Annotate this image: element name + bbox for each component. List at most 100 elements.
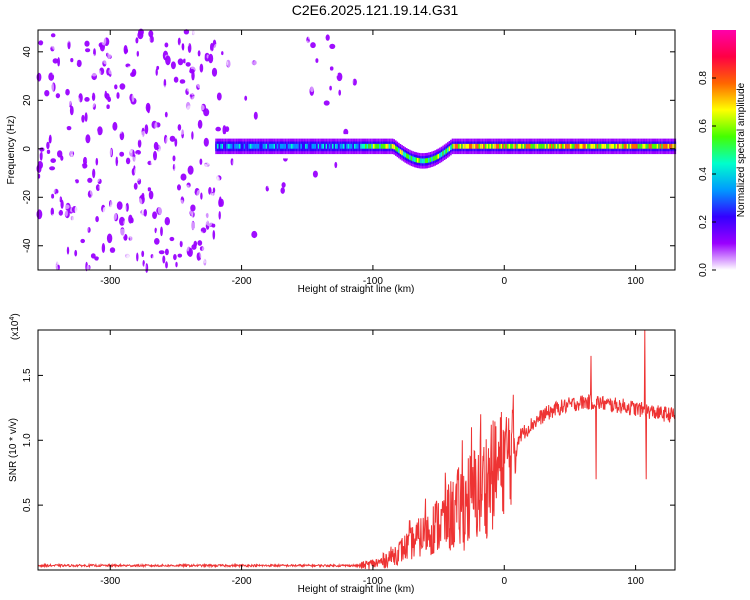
spectrogram-cell-623 (184, 52, 191, 60)
spectrogram-cell-1472 (72, 180, 77, 187)
spectrogram-x-axis: -300 -200 -100 0 100 (100, 30, 644, 287)
spectrogram-cell-72 (357, 83, 361, 90)
spectrogram-cell-710 (243, 199, 248, 209)
spectrogram-cell-2271 (499, 143, 502, 149)
spectrogram-cell-324 (215, 158, 219, 168)
spectrogram-cell-756 (250, 45, 256, 51)
spectrogram-cell-1205 (143, 185, 148, 195)
spectrogram-cell-606 (106, 244, 112, 255)
spectrogram-cell-575 (120, 171, 126, 180)
spectrogram-cell-1373 (213, 116, 219, 122)
spectrogram-cell-821 (98, 113, 104, 122)
spectrogram-cell-2139 (447, 147, 450, 153)
spectrogram-cell-1092 (194, 164, 199, 173)
spectrogram-cell-1227 (216, 176, 220, 183)
spectrogram-cell-91 (265, 259, 270, 268)
spectrogram-cell-669 (199, 158, 203, 165)
spectrogram-cell-620 (62, 220, 67, 225)
spectrogram-cell-1400 (86, 156, 93, 165)
spectrogram-cell-1839 (328, 143, 331, 149)
spectrogram-cell-1461 (239, 100, 242, 107)
spectrogram-cell-306 (147, 198, 152, 204)
spectrogram-cell-1559 (218, 143, 221, 149)
spectrogram-cell-1587 (229, 143, 232, 149)
spectrogram-cell-1503 (46, 34, 50, 42)
spectrogram-cell-578 (108, 68, 114, 75)
spectrogram-cell-125 (155, 68, 158, 76)
spectrogram-cell-1915 (358, 143, 361, 149)
spectrogram-cell-885 (280, 187, 285, 194)
spectrogram-cell-2371 (538, 143, 541, 149)
spectrogram-cell-69 (307, 211, 313, 220)
spectrogram-cell-1183 (66, 126, 72, 131)
spectrogram-cell-97 (199, 63, 204, 73)
spectrogram-cell-1298 (150, 53, 155, 60)
spectrogram-cell-1507 (169, 135, 176, 142)
spectrogram-cell-755 (84, 112, 88, 122)
spectrogram-cell-792 (337, 262, 342, 272)
spectrogram-cell-1338 (148, 171, 153, 177)
spectrogram-cell-1521 (52, 40, 55, 50)
spectrogram-cell-896 (123, 96, 127, 102)
spectrogram-cell-1000 (125, 255, 131, 262)
spectrogram-cell-1163 (242, 250, 245, 256)
spectrogram-cell-385 (141, 86, 146, 93)
spectrogram-cell-939 (98, 162, 103, 170)
spectrogram-cell-667 (146, 87, 150, 96)
spectrogram-cell-1367 (118, 129, 123, 134)
spectrogram-cell-161 (85, 134, 91, 144)
spectrogram-cell-1499 (255, 252, 261, 262)
spectrogram-cell-409 (154, 133, 158, 139)
spectrogram-cell-1524 (239, 121, 244, 130)
spectrogram-cell-2163 (456, 143, 459, 149)
spectrogram-cell-1811 (317, 143, 320, 149)
spectrogram-cell-1134 (39, 147, 45, 152)
spectrogram-cell-2699 (667, 143, 670, 149)
spectrogram-cell-448 (129, 82, 136, 91)
spectrogram-cell-1015 (137, 30, 144, 40)
spectrogram-cell-1138 (116, 92, 120, 99)
spectrogram-cell-1147 (87, 177, 93, 183)
spectrogram-cell-546 (253, 111, 258, 120)
spectrogram-cell-1476 (209, 93, 214, 102)
spectrogram-cell-482 (92, 127, 97, 136)
spectrogram-cell-311 (300, 248, 305, 258)
spectrogram-cell-752 (281, 48, 285, 53)
spectrogram-cell-988 (299, 35, 304, 44)
spectrogram-cell-819 (156, 245, 160, 254)
spectrogram-cell-2355 (532, 143, 535, 149)
spectrogram-cell-115 (41, 254, 45, 265)
spectrogram-cell-1542 (162, 255, 166, 264)
spectrogram-cell-2435 (563, 143, 566, 149)
spectrogram-cell-1166 (98, 257, 103, 262)
spectrogram-cell-1735 (287, 143, 290, 149)
spectrogram-cell-616 (251, 50, 255, 58)
spectrogram-cell-1241 (224, 246, 229, 252)
spectrogram-cell-1213 (197, 119, 203, 129)
spectrogram-cell-1345 (274, 263, 280, 269)
spectrogram-cell-1352 (136, 252, 139, 262)
spectrogram-cell-1422 (325, 34, 330, 41)
spectrogram-cell-675 (308, 218, 314, 229)
spectrogram-cell-1883 (346, 143, 349, 149)
spectrogram-cell-262 (64, 237, 68, 248)
spectrogram-cell-1414 (49, 63, 56, 69)
spectrogram-cell-1528 (292, 115, 298, 121)
colorbar-tick-label: 0.2 (698, 215, 709, 229)
spectrogram-cell-2191 (467, 143, 470, 149)
spectrogram-cell-278 (55, 93, 61, 99)
spectrogram-cell-1715 (279, 143, 283, 149)
snr-y-multiplier: (x104) (9, 313, 21, 340)
spectrogram-cell-1791 (309, 143, 313, 149)
spectrogram-cell-701 (250, 59, 254, 68)
spectrogram-cell-1639 (250, 143, 253, 149)
spectrogram-cell-1487 (255, 219, 259, 228)
spectrogram-cell-1683 (267, 143, 270, 149)
spectrogram-cell-1222 (226, 106, 230, 114)
spectrogram-cell-2043 (409, 155, 412, 160)
spectrogram-cell-789 (317, 239, 320, 245)
spectrogram-cell-1236 (182, 142, 188, 148)
spectrogram-cell-1703 (275, 143, 278, 149)
spectrogram-cell-1217 (329, 43, 336, 50)
spectrogram-cell-1406 (144, 42, 150, 50)
